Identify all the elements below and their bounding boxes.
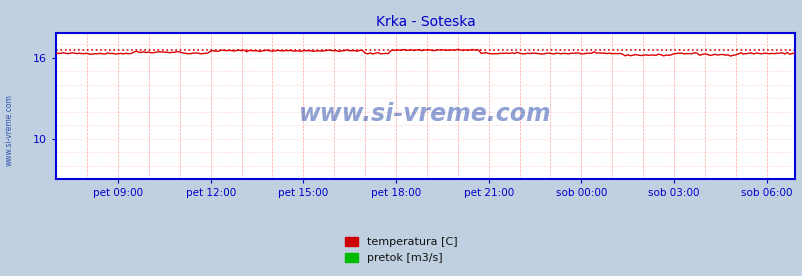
Text: www.si-vreme.com: www.si-vreme.com (5, 94, 14, 166)
Text: www.si-vreme.com: www.si-vreme.com (299, 102, 551, 126)
Title: Krka - Soteska: Krka - Soteska (375, 15, 475, 29)
Legend: temperatura [C], pretok [m3/s]: temperatura [C], pretok [m3/s] (340, 232, 462, 268)
